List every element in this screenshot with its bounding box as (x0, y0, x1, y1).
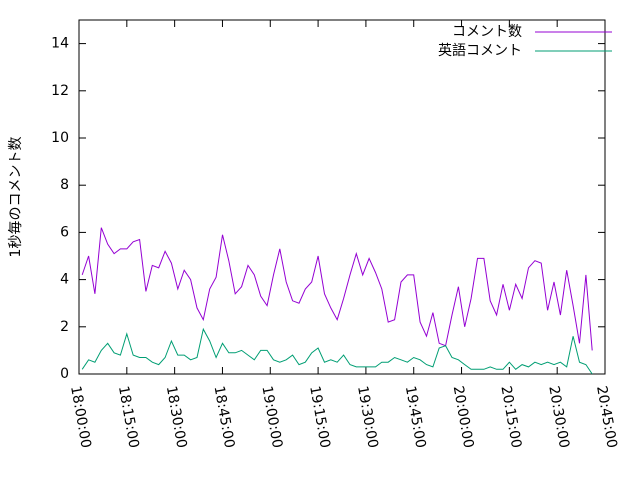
x-tick-label: 18:15:00 (115, 385, 142, 450)
x-tick-label: 18:30:00 (163, 385, 190, 450)
series-line (81, 327, 593, 375)
y-tick-label: 6 (60, 224, 69, 240)
x-tick-label: 19:45:00 (402, 385, 429, 450)
x-tick-label: 20:00:00 (450, 385, 477, 450)
x-tick-label: 20:45:00 (593, 385, 620, 450)
legend-label: コメント数 (452, 24, 522, 40)
y-tick-label: 12 (51, 83, 69, 99)
y-axis-label: 1秒毎のコメント数 (8, 137, 24, 258)
y-tick-label: 0 (60, 366, 69, 382)
x-tick-label: 19:30:00 (354, 385, 381, 450)
legend-label: 英語コメント (438, 42, 522, 59)
x-tick-label: 20:30:00 (545, 385, 572, 450)
y-tick-label: 4 (60, 272, 69, 288)
x-tick-label: 19:00:00 (258, 385, 285, 450)
y-tick-label: 2 (60, 319, 69, 335)
x-tick-label: 18:45:00 (211, 385, 238, 450)
plot-border (78, 19, 606, 375)
x-tick-label: 19:15:00 (306, 385, 333, 450)
y-tick-label: 8 (60, 177, 69, 193)
y-tick-label: 10 (51, 130, 69, 146)
x-tick-label: 18:00:00 (67, 385, 94, 450)
series-line (81, 227, 593, 351)
y-tick-label: 14 (51, 36, 69, 52)
x-tick-label: 20:15:00 (497, 385, 524, 450)
